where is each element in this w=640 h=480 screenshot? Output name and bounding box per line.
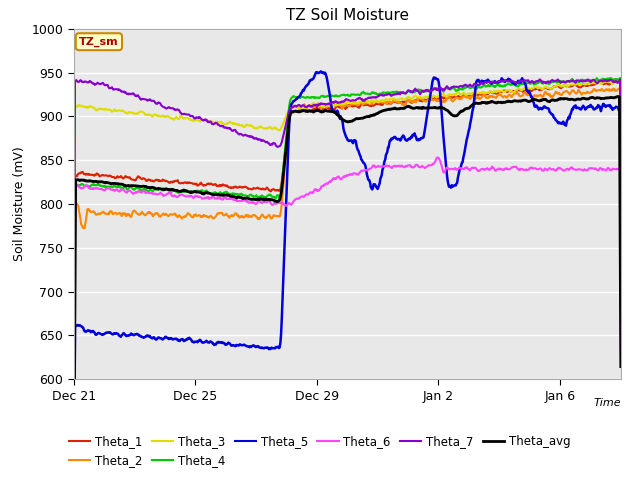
Theta_2 — [419, 97, 426, 103]
Theta_1 — [484, 90, 492, 96]
Theta_4 — [484, 82, 492, 88]
Line: Theta_6: Theta_6 — [74, 157, 621, 480]
Theta_6 — [402, 163, 410, 169]
Theta_3 — [617, 283, 625, 289]
Theta_2 — [484, 94, 492, 100]
Theta_5 — [419, 135, 427, 141]
Theta_5 — [541, 105, 549, 110]
Theta_4 — [617, 281, 625, 287]
Theta_3 — [484, 90, 492, 96]
Theta_7 — [616, 77, 624, 83]
Theta_6 — [541, 166, 549, 172]
Theta_3 — [541, 84, 548, 90]
Theta_7 — [402, 91, 410, 96]
Theta_5 — [103, 330, 111, 336]
Y-axis label: Soil Moisture (mV): Soil Moisture (mV) — [13, 146, 26, 262]
Theta_3 — [388, 96, 396, 102]
Line: Theta_7: Theta_7 — [74, 80, 621, 480]
Theta_avg — [103, 180, 111, 185]
Theta_5 — [486, 79, 493, 84]
Theta_2 — [402, 102, 410, 108]
Theta_avg — [617, 364, 625, 370]
Theta_4 — [402, 91, 410, 96]
Theta_1 — [103, 173, 111, 179]
Theta_3 — [419, 95, 426, 100]
Legend: Theta_1, Theta_2, Theta_3, Theta_4, Theta_5, Theta_6, Theta_7, Theta_avg: Theta_1, Theta_2, Theta_3, Theta_4, Thet… — [65, 431, 575, 472]
Theta_7 — [103, 82, 111, 88]
Theta_avg — [388, 106, 396, 112]
Text: Time: Time — [593, 398, 621, 408]
Theta_7 — [541, 79, 548, 85]
Theta_2 — [541, 90, 548, 96]
Theta_1 — [617, 283, 625, 289]
Theta_2 — [103, 211, 111, 216]
Title: TZ Soil Moisture: TZ Soil Moisture — [285, 9, 409, 24]
Theta_4 — [419, 88, 426, 94]
Theta_1 — [419, 98, 426, 104]
Theta_5 — [403, 138, 410, 144]
Theta_1 — [613, 77, 621, 83]
Theta_1 — [388, 101, 396, 107]
Line: Theta_5: Theta_5 — [74, 72, 621, 480]
Theta_2 — [617, 291, 625, 297]
Theta_6 — [419, 163, 426, 169]
Theta_4 — [616, 75, 624, 81]
Theta_7 — [617, 282, 625, 288]
Theta_7 — [388, 93, 396, 99]
Theta_4 — [541, 80, 548, 85]
Theta_2 — [609, 85, 617, 91]
Theta_6 — [486, 167, 493, 173]
Theta_1 — [402, 99, 410, 105]
Theta_6 — [433, 155, 441, 160]
Theta_avg — [541, 96, 548, 102]
Theta_3 — [616, 77, 624, 83]
Theta_6 — [617, 350, 625, 356]
Theta_avg — [419, 105, 426, 110]
Theta_5 — [388, 136, 396, 142]
Theta_6 — [388, 165, 396, 171]
Theta_avg — [484, 99, 492, 105]
Theta_2 — [388, 100, 396, 106]
Theta_6 — [103, 186, 111, 192]
Theta_7 — [419, 88, 426, 94]
Line: Theta_3: Theta_3 — [74, 80, 621, 480]
Theta_5 — [317, 69, 324, 74]
Theta_1 — [541, 85, 548, 91]
Theta_3 — [402, 96, 410, 102]
Theta_avg — [614, 94, 622, 99]
Theta_avg — [402, 104, 410, 110]
Line: Theta_1: Theta_1 — [74, 80, 621, 480]
Theta_4 — [103, 183, 111, 189]
Theta_4 — [388, 90, 396, 96]
Theta_3 — [103, 107, 111, 112]
Line: Theta_4: Theta_4 — [74, 78, 621, 480]
Line: Theta_2: Theta_2 — [74, 88, 621, 480]
Theta_7 — [484, 79, 492, 84]
Line: Theta_avg: Theta_avg — [74, 96, 621, 480]
Text: TZ_sm: TZ_sm — [79, 36, 118, 47]
Theta_5 — [617, 305, 625, 311]
